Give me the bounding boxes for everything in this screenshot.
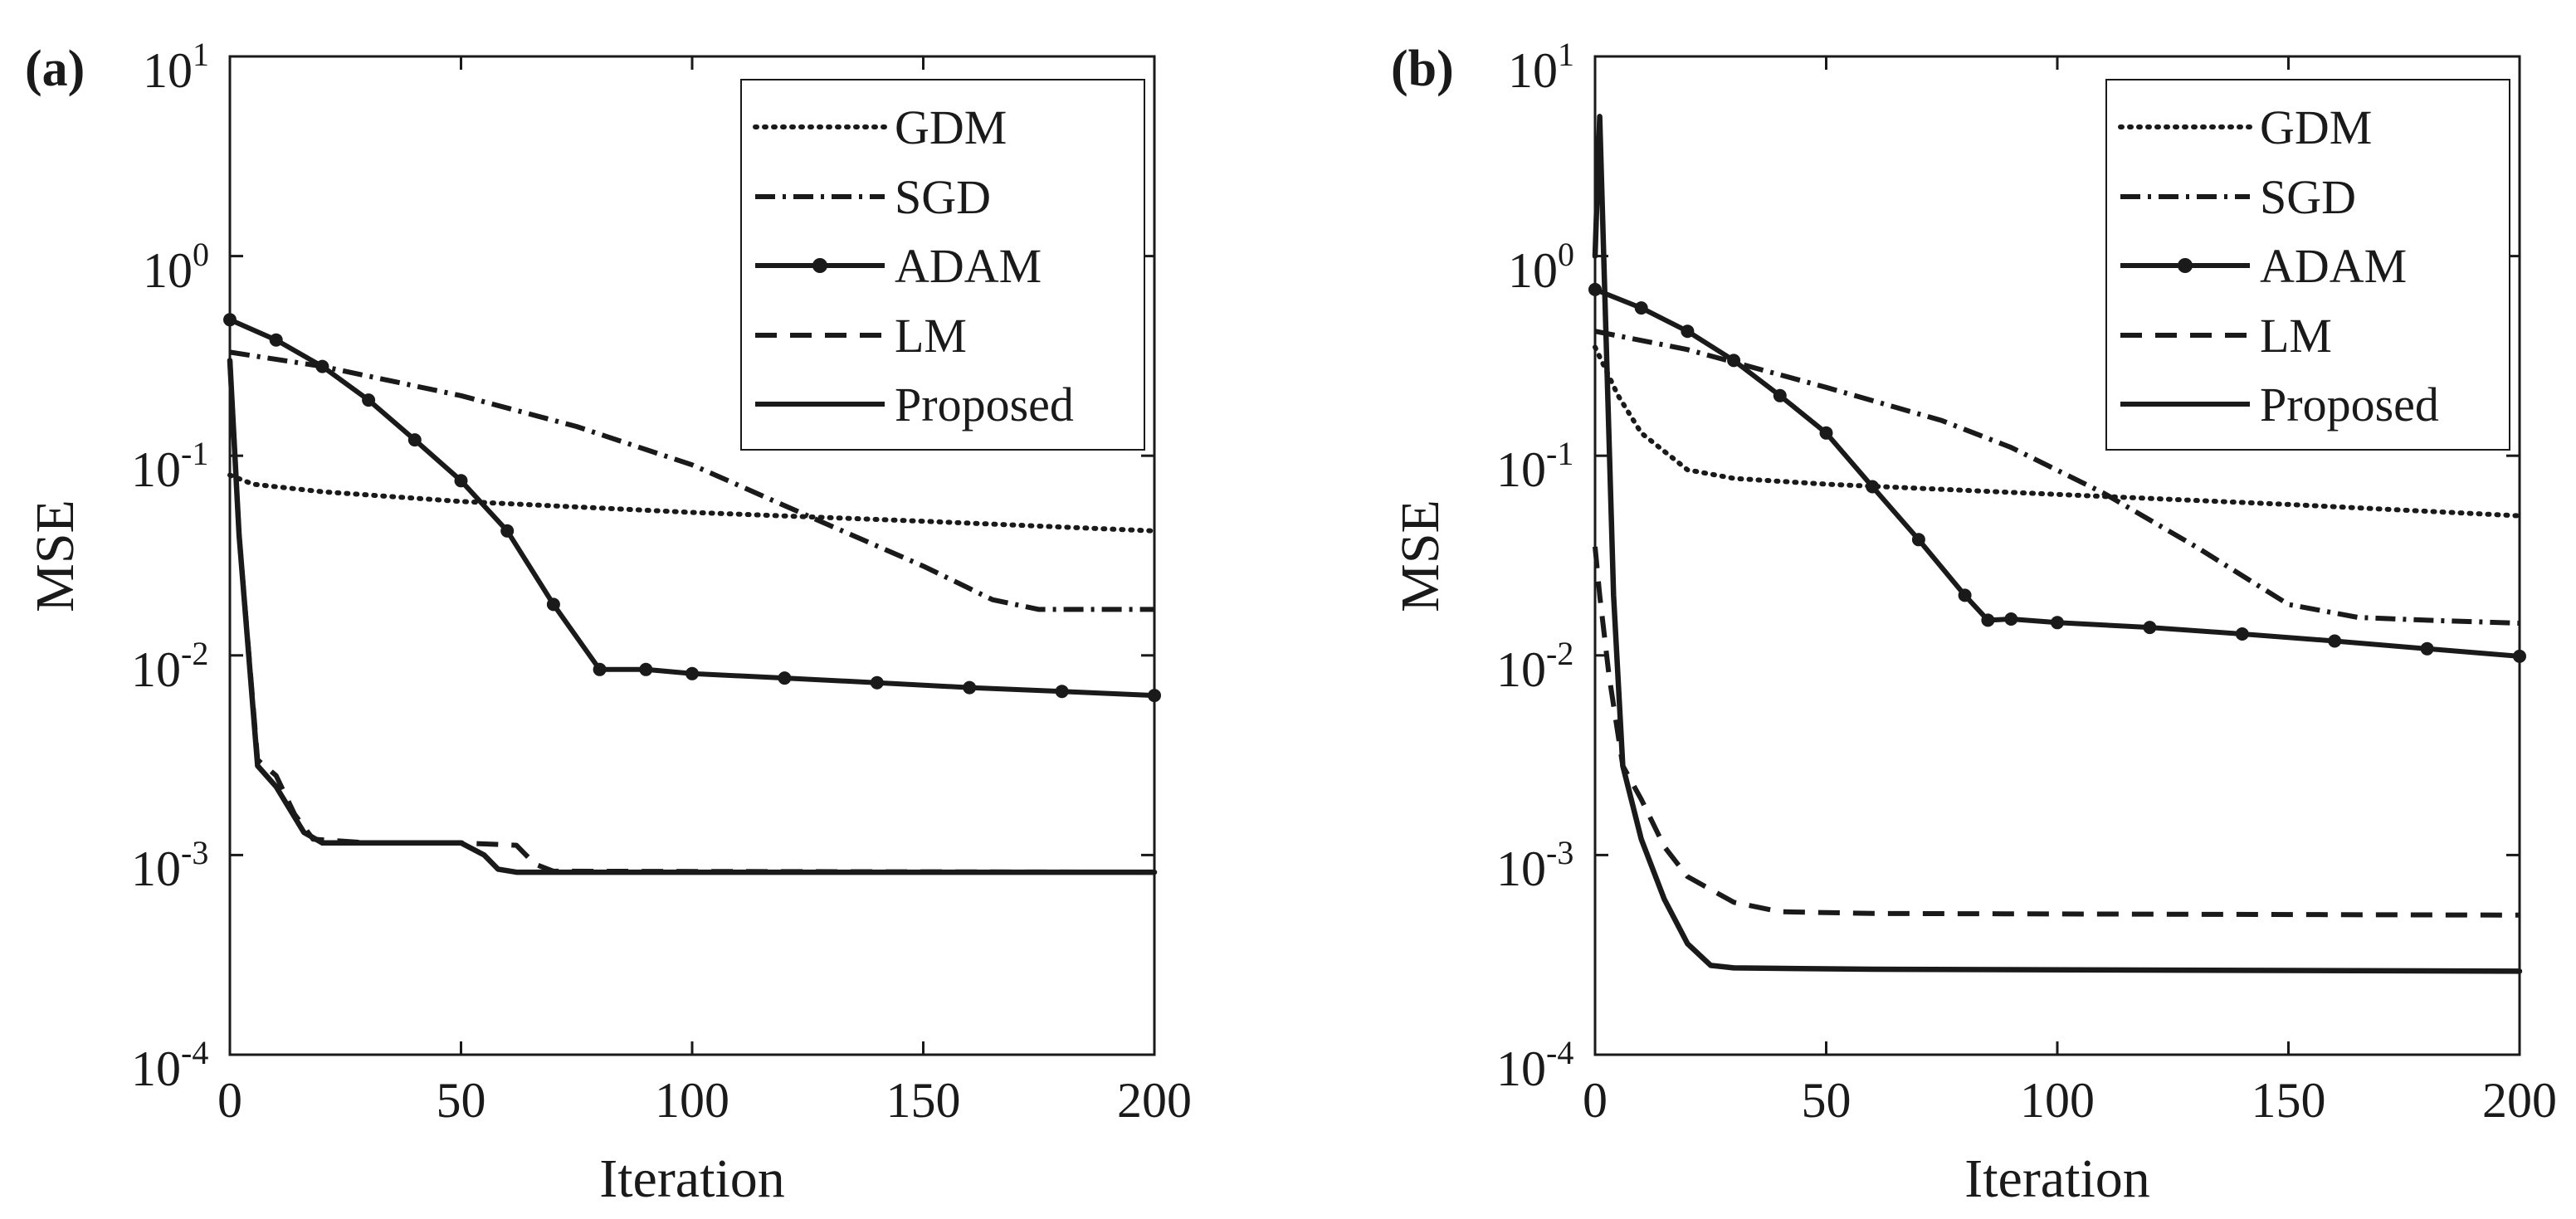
y-axis-label: MSE xyxy=(1390,500,1451,612)
series-line-sgd xyxy=(229,349,1154,612)
series-marker-adam xyxy=(1727,354,1741,368)
legend: GDM SGD ADAM LM Proposed xyxy=(740,79,1145,451)
panel-label: (b) xyxy=(1391,41,1454,97)
series-marker-adam xyxy=(2328,634,2342,648)
x-tick-label: 50 xyxy=(437,1073,486,1128)
y-tick-label: 101 xyxy=(143,36,209,98)
series-marker-adam xyxy=(1634,301,1648,315)
series-layer xyxy=(1588,114,2526,974)
series-marker-adam xyxy=(870,675,884,690)
ticks-layer xyxy=(1593,55,2521,1056)
series-marker-adam xyxy=(1588,282,1602,296)
legend-label-proposed: Proposed xyxy=(2260,378,2439,432)
x-tick-label: 150 xyxy=(2252,1073,2326,1128)
x-tick-label: 50 xyxy=(1802,1073,1852,1128)
series-marker-adam xyxy=(639,662,653,676)
series-line-gdm xyxy=(1593,344,2522,519)
legend-label-lm: LM xyxy=(895,309,967,363)
series-marker-adam xyxy=(685,666,699,680)
y-tick-label: 10-2 xyxy=(1496,635,1573,697)
x-tick-label: 100 xyxy=(655,1073,729,1128)
y-tick-label: 10-3 xyxy=(131,834,208,896)
x-tick-label: 200 xyxy=(1117,1073,1192,1128)
x-axis-label: Iteration xyxy=(1964,1148,2150,1209)
series-marker-adam xyxy=(362,393,376,407)
series-marker-adam xyxy=(1773,388,1787,402)
legend-label-proposed: Proposed xyxy=(895,378,1074,432)
series-marker-adam xyxy=(2235,627,2249,641)
x-axis-label: Iteration xyxy=(599,1148,785,1209)
series-marker-adam xyxy=(593,662,607,676)
series-line-lm xyxy=(1593,546,2520,918)
legend-label-lm: LM xyxy=(2260,309,2332,363)
y-tick-label: 10-4 xyxy=(131,1034,208,1096)
legend-label-gdm: GDM xyxy=(895,100,1007,154)
series-marker-adam xyxy=(500,524,515,538)
series-marker-adam xyxy=(2143,621,2157,635)
legend-label-gdm: GDM xyxy=(2260,100,2372,154)
series-marker-adam xyxy=(963,680,977,695)
panel-b: (b) 0 50 100 150 200 101 100 10-1 10-2 1… xyxy=(1390,36,2557,1209)
series-marker-adam xyxy=(1866,480,1880,494)
series-marker-adam xyxy=(1148,689,1161,703)
series-line-gdm xyxy=(227,472,1157,534)
series-line-sgd xyxy=(1594,329,2520,626)
legend: GDM SGD ADAM LM Proposed xyxy=(2105,79,2510,451)
legend-label-sgd: SGD xyxy=(895,170,991,224)
y-tick-label: 101 xyxy=(1508,36,1574,98)
series-line-proposed xyxy=(1592,114,2523,974)
series-marker-adam xyxy=(2420,641,2434,656)
y-axis-label: MSE xyxy=(25,500,85,612)
x-tick-label: 0 xyxy=(217,1073,242,1128)
legend-label-sgd: SGD xyxy=(2260,170,2356,224)
series-marker-adam xyxy=(454,474,468,488)
ticks-layer xyxy=(228,55,1156,1056)
series-marker-adam xyxy=(546,597,560,612)
series-marker-adam xyxy=(315,359,329,373)
legend-label-adam: ADAM xyxy=(895,239,1042,293)
series-marker-adam xyxy=(2004,612,2018,626)
x-tick-label: 200 xyxy=(2482,1073,2557,1128)
legend-label-adam: ADAM xyxy=(2260,239,2407,293)
series-marker-adam xyxy=(269,333,283,347)
x-tick-label: 150 xyxy=(886,1073,961,1128)
y-tick-label: 100 xyxy=(1508,236,1574,298)
series-marker-adam xyxy=(1681,324,1695,339)
y-tick-label: 100 xyxy=(143,236,209,298)
legend-marker-adam xyxy=(812,258,827,273)
x-tick-label: 100 xyxy=(2020,1073,2095,1128)
series-line-proposed xyxy=(227,358,1158,875)
series-marker-adam xyxy=(778,671,792,685)
series-layer xyxy=(223,313,1161,875)
y-tick-label: 10-4 xyxy=(1496,1034,1573,1096)
series-marker-adam xyxy=(223,313,237,327)
y-tick-label: 10-2 xyxy=(131,635,208,697)
series-line-adam xyxy=(227,317,1157,699)
y-tick-label: 10-3 xyxy=(1496,834,1573,896)
series-marker-adam xyxy=(407,433,422,447)
legend-marker-adam xyxy=(2178,258,2193,273)
series-marker-adam xyxy=(1055,685,1069,699)
panel-a: (a) 0 50 100 150 200 101 100 10-1 10-2 1… xyxy=(25,36,1192,1209)
series-marker-adam xyxy=(2051,616,2064,630)
series-marker-adam xyxy=(1819,426,1833,440)
series-marker-adam xyxy=(1911,533,1925,547)
y-tick-label: 10-1 xyxy=(1496,435,1573,497)
panel-label: (a) xyxy=(25,41,85,97)
y-tick-label: 10-1 xyxy=(131,435,208,497)
series-marker-adam xyxy=(1958,588,1972,602)
series-marker-adam xyxy=(1981,613,1995,627)
x-tick-label: 0 xyxy=(1583,1073,1608,1128)
